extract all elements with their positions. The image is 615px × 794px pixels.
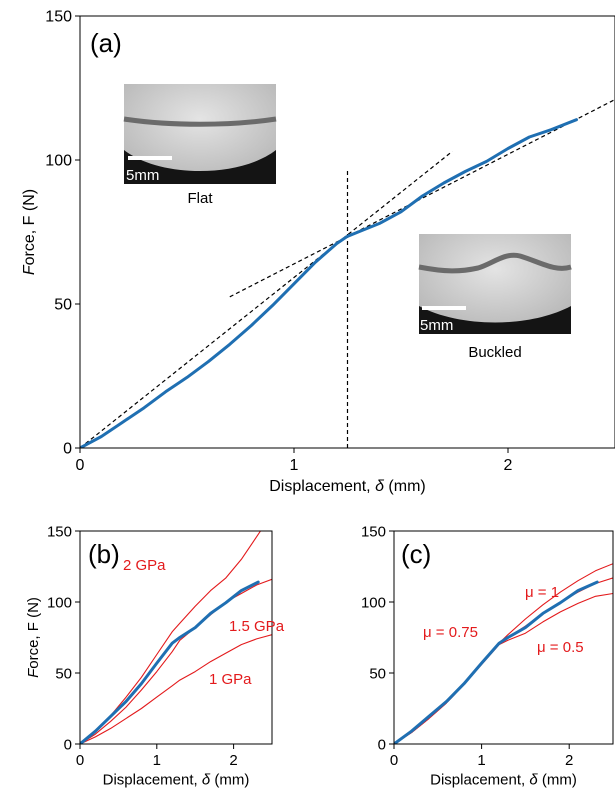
axes-frame [393,530,614,745]
y-tick-label: 100 [47,594,72,611]
x-tick-label: 0 [76,752,84,769]
panel-c-label: (c) [401,539,431,569]
panel-c-plot-area [394,563,613,744]
panel-c-axes: 0 1 2 0 50 100 150 Displacement, δ (mm) [361,523,614,789]
y-tick-label: 100 [45,153,72,170]
x-axis-title: Displacement, δ (mm) [103,772,250,789]
scale-bar-label: 5mm [126,167,159,184]
y-tick-label: 50 [55,665,72,682]
y-axis-title: Force, F (N) [25,597,42,678]
y-tick-label: 150 [45,9,72,26]
axes-frame [79,15,615,449]
panel-b: 0 1 2 0 50 100 150 Displacement, δ (mm) Force, F… [25,523,285,788]
x-tick-label: 2 [504,457,513,474]
y-tick-label: 50 [54,297,72,314]
panel-b-label: (b) [88,539,120,569]
x-tick-label: 0 [390,752,398,769]
y-axis-title: Force, F (N) [21,189,38,275]
x-tick-label: 1 [290,457,299,474]
y-tick-label: 150 [47,523,72,540]
panel-a-label: (a) [90,28,122,58]
panel-a-axes: 0 1 2 0 50 100 150 Displacement, δ (mm) Force, F… [21,9,615,495]
simulation-curve--0-5 [394,592,613,744]
x-tick-label: 0 [76,457,85,474]
inset-image-flat: 5mm [123,84,277,184]
simulation-curve-1-5-gpa [80,578,272,744]
x-tick-label: 1 [477,752,485,769]
scale-bar [422,306,466,310]
panel-b-axes: 0 1 2 0 50 100 150 Displacement, δ (mm) Force, F… [25,523,273,789]
y-tick-label: 0 [378,736,386,753]
inset-image-buckled: 5mm [418,234,572,334]
inset-flat-label: Flat [187,190,213,207]
series-label-mu-0-5: μ = 0.5 [537,639,584,656]
y-tick-label: 0 [64,736,72,753]
axes-frame [79,530,273,745]
guide-line-initial-slope [80,150,453,448]
scale-bar [128,156,172,160]
panel-b-plot-area [80,531,272,744]
y-tick-label: 0 [63,441,72,458]
y-tick-label: 150 [361,523,386,540]
series-label-mu-1: μ = 1 [525,584,559,601]
experiment-curve [80,118,578,448]
inset-buckled-label: Buckled [468,344,521,361]
x-axis-title: Displacement, δ (mm) [430,772,577,789]
x-tick-label: 2 [229,752,237,769]
experiment-curve [394,580,599,744]
y-tick-label: 50 [369,665,386,682]
simulation-curve-1-gpa [80,634,272,744]
guide-line-post-buckling-slope [229,98,615,298]
panel-a-plot-area [80,98,615,448]
scale-bar-label: 5mm [420,317,453,334]
series-label-1gpa: 1 GPa [209,671,252,688]
series-label-mu-0-75: μ = 0.75 [423,624,478,641]
panel-a: 0 1 2 0 50 100 150 Displacement, δ (mm) Force, F… [21,9,615,495]
series-label-2gpa: 2 GPa [123,557,166,574]
x-axis-title: Displacement, δ (mm) [269,478,425,495]
panel-c: 0 1 2 0 50 100 150 Displacement, δ (mm) (c) μ =… [361,523,614,789]
experiment-curve [80,580,260,744]
x-tick-label: 1 [153,752,161,769]
y-tick-label: 100 [361,594,386,611]
series-label-1-5gpa: 1.5 GPa [229,618,285,635]
x-tick-label: 2 [565,752,573,769]
